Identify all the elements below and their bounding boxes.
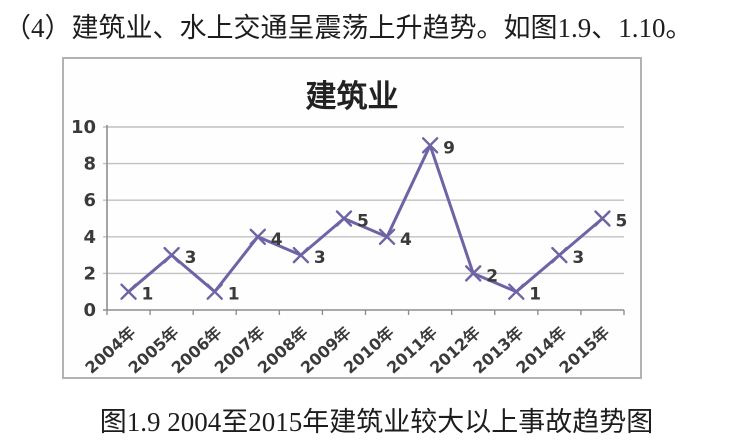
y-tick-label: 6	[83, 190, 96, 211]
data-label: 5	[615, 212, 627, 232]
data-label: 5	[357, 212, 369, 232]
data-label: 1	[529, 285, 541, 305]
x-marker	[120, 283, 137, 300]
x-marker	[378, 228, 396, 245]
x-marker	[594, 210, 611, 227]
data-label: 1	[142, 285, 154, 305]
data-label: 4	[271, 230, 283, 250]
x-marker	[508, 283, 525, 300]
x-marker	[465, 265, 482, 282]
chart-title: 建筑业	[305, 79, 399, 114]
data-label: 9	[443, 138, 455, 158]
x-marker	[163, 246, 180, 264]
y-tick-label: 10	[71, 117, 96, 138]
x-marker	[249, 228, 266, 245]
line-chart: 02468101314354921352004年2005年2006年2007年2…	[71, 117, 627, 377]
data-label: 1	[228, 285, 240, 305]
chart-frame: 建筑业 0 2 4 6 8 10 1 3 1 4 3 5 4 9 2 1 3 5 2004年 2005年 2006年 20…	[62, 57, 642, 379]
y-tick-label: 0	[83, 300, 96, 321]
data-label: 3	[572, 248, 584, 268]
x-marker	[421, 137, 439, 154]
figure-caption: 图1.9 2004至2015年建筑业较大以上事故趋势图	[99, 407, 654, 437]
paragraph-heading: （4）建筑业、水上交通呈震荡上升趋势。如图1.9、1.10。	[4, 13, 693, 43]
data-label: 3	[185, 248, 197, 268]
x-marker	[335, 210, 353, 227]
y-tick-label: 2	[83, 263, 96, 284]
data-label: 4	[400, 230, 412, 250]
x-marker	[206, 283, 223, 300]
data-label: 3	[314, 248, 326, 268]
x-marker	[292, 246, 310, 264]
x-marker	[551, 246, 568, 264]
y-tick-label: 4	[83, 227, 96, 248]
y-tick-label: 8	[83, 154, 96, 175]
data-label: 2	[486, 266, 498, 286]
